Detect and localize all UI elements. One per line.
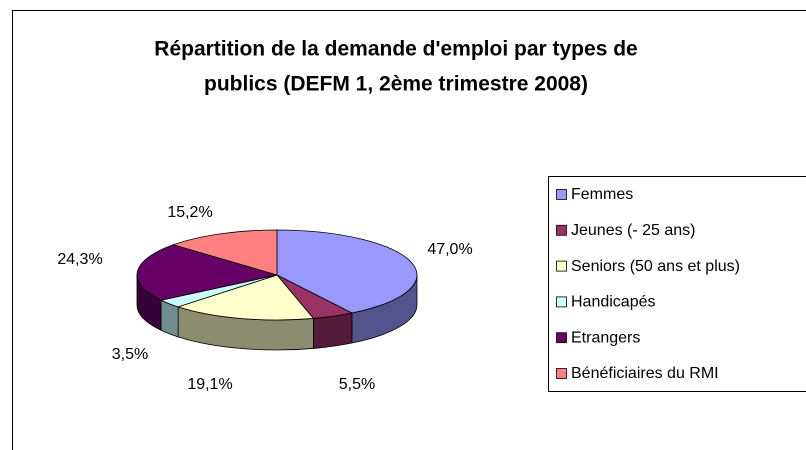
legend-swatch — [556, 224, 567, 236]
chart-title: publics (DEFM 1, 2ème trimestre 2008) — [204, 73, 588, 96]
legend-label: Femmes — [571, 186, 633, 203]
chart-frame — [12, 10, 806, 450]
pie-slice-side — [313, 312, 353, 349]
pie-slice — [136, 244, 278, 301]
data-label: 5,5% — [339, 376, 375, 393]
legend-label: Etrangers — [571, 329, 640, 346]
data-label: 15,2% — [167, 204, 212, 221]
legend-label: Handicapés — [571, 294, 656, 311]
legend-swatch — [556, 189, 567, 200]
data-label: 19,1% — [187, 376, 232, 393]
chart-title: Répartition de la demande d'emploi par t… — [154, 38, 637, 61]
legend-label: Seniors (50 ans et plus) — [571, 258, 740, 275]
data-label: 24,3% — [57, 251, 102, 268]
legend-swatch — [556, 332, 567, 344]
legend-label: Bénéficiaires du RMI — [571, 365, 719, 382]
pie-slice — [172, 229, 278, 276]
legend-box — [548, 176, 806, 392]
legend-swatch — [556, 260, 567, 272]
data-label: 3,5% — [112, 346, 148, 363]
pie-slice — [176, 274, 315, 321]
legend-label: Jeunes (- 25 ans) — [571, 222, 696, 239]
legend-swatch — [556, 368, 567, 379]
data-label: 47,0% — [427, 241, 472, 258]
pie-slice — [276, 229, 418, 314]
legend-swatch — [556, 296, 567, 308]
